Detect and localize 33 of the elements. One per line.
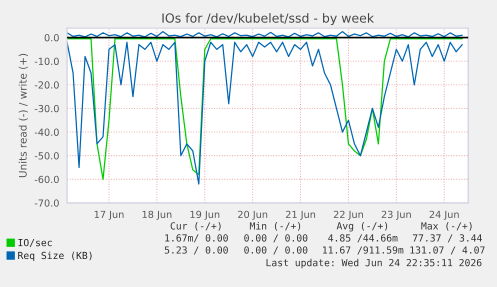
x-tick-label: 23 Jun <box>382 210 411 220</box>
x-tick-label: 17 Jun <box>94 210 124 220</box>
text: 77.37 / 3.44 <box>412 234 482 242</box>
x-tick-label: 18 Jun <box>142 210 172 220</box>
text: Last update: Wed Jun 24 22:35:11 2026 <box>266 258 482 268</box>
y-tick-label: -70.0 <box>34 199 59 207</box>
x-tick-label: 22 Jun <box>334 210 363 220</box>
y-tick-label: -10.0 <box>34 58 59 66</box>
text: Min (-/+) <box>250 222 300 231</box>
legend-label: Req Size (KB) <box>18 252 92 262</box>
x-tick-label: 19 Jun <box>190 210 220 220</box>
text: 11.67 /911.59m <box>323 246 404 254</box>
y-axis-title: Units read (-) / write (+) <box>18 54 28 178</box>
chart-title: IOs for /dev/kubelet/ssd - by week <box>162 13 374 26</box>
x-tick-label: 20 Jun <box>238 210 268 220</box>
text: 0.00 / 0.00 <box>244 246 308 254</box>
y-tick-label: -20.0 <box>34 81 59 89</box>
text: Max (-/+) <box>421 222 472 231</box>
legend-label: IO/sec <box>18 238 52 248</box>
y-tick-label: 0.0 <box>44 34 59 42</box>
text: 131.07 / 4.07 <box>410 246 485 254</box>
y-tick-label: -40.0 <box>34 128 59 136</box>
text: 4.85 /44.66m <box>328 234 398 242</box>
y-tick-label: -30.0 <box>34 104 59 112</box>
text: Cur (-/+) <box>170 222 221 231</box>
y-tick-label: -60.0 <box>34 176 59 184</box>
x-tick-label: 24 Jun <box>430 210 459 220</box>
text: 5.23 / 0.00 <box>164 246 228 254</box>
text: 0.00 / 0.00 <box>244 234 308 242</box>
text: 1.67m/ 0.00 <box>165 234 228 242</box>
x-tick-label: 21 Jun <box>286 210 316 220</box>
text: Avg (-/+) <box>336 222 388 232</box>
y-tick-label: -50.0 <box>34 152 59 160</box>
